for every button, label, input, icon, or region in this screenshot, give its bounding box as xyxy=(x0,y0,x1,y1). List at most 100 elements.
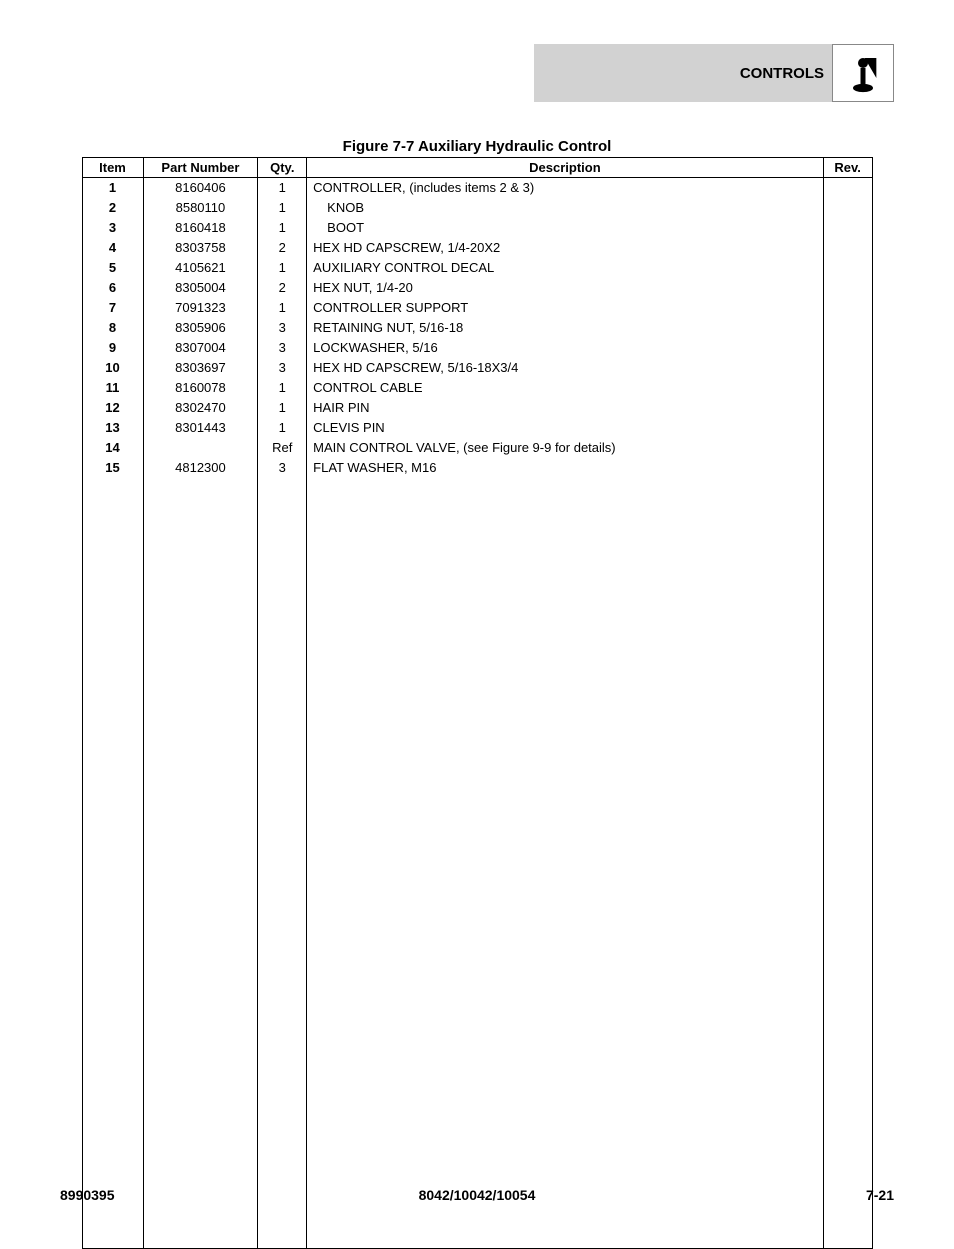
table-row: 1083036973HEX HD CAPSCREW, 5/16-18X3/4 xyxy=(82,358,872,378)
footer-right: 7-21 xyxy=(866,1187,894,1203)
cell-desc: CLEVIS PIN xyxy=(307,418,823,438)
cell-part: 8160418 xyxy=(143,218,258,238)
filler-cell xyxy=(307,478,823,1249)
cell-rev xyxy=(823,278,872,298)
cell-part: 8307004 xyxy=(143,338,258,358)
cell-part: 7091323 xyxy=(143,298,258,318)
cell-qty: 1 xyxy=(258,258,307,278)
table-row: 14 RefMAIN CONTROL VALVE, (see Figure 9-9… xyxy=(82,438,872,458)
cell-desc: LOCKWASHER, 5/16 xyxy=(307,338,823,358)
cell-qty: 3 xyxy=(258,458,307,478)
page-footer: 8990395 8042/10042/10054 7-21 xyxy=(60,1187,894,1203)
cell-qty: 3 xyxy=(258,338,307,358)
cell-part: 4105621 xyxy=(143,258,258,278)
table-filler-row xyxy=(82,478,872,1249)
cell-desc: CONTROL CABLE xyxy=(307,378,823,398)
cell-desc: KNOB xyxy=(307,198,823,218)
table-row: 541056211AUXILIARY CONTROL DECAL xyxy=(82,258,872,278)
cell-qty: 1 xyxy=(258,178,307,198)
cell-item: 3 xyxy=(82,218,143,238)
cell-rev xyxy=(823,458,872,478)
cell-item: 8 xyxy=(82,318,143,338)
cell-part xyxy=(143,438,258,458)
cell-part: 4812300 xyxy=(143,458,258,478)
cell-part: 8303758 xyxy=(143,238,258,258)
cell-item: 9 xyxy=(82,338,143,358)
table-row: 883059063RETAINING NUT, 5/16-18 xyxy=(82,318,872,338)
cell-qty: 2 xyxy=(258,238,307,258)
cell-desc: FLAT WASHER, M16 xyxy=(307,458,823,478)
filler-cell xyxy=(82,478,143,1249)
cell-item: 12 xyxy=(82,398,143,418)
cell-desc: MAIN CONTROL VALVE, (see Figure 9-9 for … xyxy=(307,438,823,458)
cell-item: 11 xyxy=(82,378,143,398)
col-header-part: Part Number xyxy=(143,158,258,178)
cell-part: 8302470 xyxy=(143,398,258,418)
table-row: 1181600781CONTROL CABLE xyxy=(82,378,872,398)
cell-qty: 1 xyxy=(258,378,307,398)
brand-logo-box xyxy=(832,44,894,102)
cell-item: 14 xyxy=(82,438,143,458)
section-header-label: CONTROLS xyxy=(740,65,824,82)
cell-rev xyxy=(823,218,872,238)
cell-rev xyxy=(823,318,872,338)
cell-item: 2 xyxy=(82,198,143,218)
col-header-item: Item xyxy=(82,158,143,178)
cell-part: 8160078 xyxy=(143,378,258,398)
cell-qty: 1 xyxy=(258,198,307,218)
footer-left: 8990395 xyxy=(60,1187,115,1203)
table-header-row: Item Part Number Qty. Description Rev. xyxy=(82,158,872,178)
footer-center: 8042/10042/10054 xyxy=(60,1187,894,1203)
table-row: 1548123003FLAT WASHER, M16 xyxy=(82,458,872,478)
table-row: 181604061CONTROLLER, (includes items 2 &… xyxy=(82,178,872,198)
cell-desc: HEX HD CAPSCREW, 5/16-18X3/4 xyxy=(307,358,823,378)
cell-item: 10 xyxy=(82,358,143,378)
cell-rev xyxy=(823,358,872,378)
cell-rev xyxy=(823,178,872,198)
cell-desc: BOOT xyxy=(307,218,823,238)
col-header-qty: Qty. xyxy=(258,158,307,178)
cell-item: 6 xyxy=(82,278,143,298)
cell-desc: CONTROLLER, (includes items 2 & 3) xyxy=(307,178,823,198)
cell-desc: HEX HD CAPSCREW, 1/4-20X2 xyxy=(307,238,823,258)
table-row: 285801101KNOB xyxy=(82,198,872,218)
cell-rev xyxy=(823,378,872,398)
cell-qty: 1 xyxy=(258,298,307,318)
cell-item: 4 xyxy=(82,238,143,258)
cell-desc: HAIR PIN xyxy=(307,398,823,418)
col-header-rev: Rev. xyxy=(823,158,872,178)
filler-cell xyxy=(823,478,872,1249)
cell-part: 8303697 xyxy=(143,358,258,378)
cell-desc: CONTROLLER SUPPORT xyxy=(307,298,823,318)
cell-item: 7 xyxy=(82,298,143,318)
cell-rev xyxy=(823,418,872,438)
cell-qty: 1 xyxy=(258,418,307,438)
cell-part: 8160406 xyxy=(143,178,258,198)
cell-rev xyxy=(823,398,872,418)
cell-desc: AUXILIARY CONTROL DECAL xyxy=(307,258,823,278)
cell-qty: Ref xyxy=(258,438,307,458)
cell-item: 13 xyxy=(82,418,143,438)
table-row: 770913231CONTROLLER SUPPORT xyxy=(82,298,872,318)
cell-item: 1 xyxy=(82,178,143,198)
cell-part: 8305004 xyxy=(143,278,258,298)
joystick-logo-icon xyxy=(846,53,880,93)
cell-qty: 3 xyxy=(258,358,307,378)
parts-table: Item Part Number Qty. Description Rev. 1… xyxy=(82,157,873,1249)
filler-cell xyxy=(258,478,307,1249)
table-row: 983070043LOCKWASHER, 5/16 xyxy=(82,338,872,358)
table-row: 381604181BOOT xyxy=(82,218,872,238)
cell-qty: 1 xyxy=(258,398,307,418)
cell-rev xyxy=(823,238,872,258)
cell-qty: 3 xyxy=(258,318,307,338)
cell-rev xyxy=(823,298,872,318)
filler-cell xyxy=(143,478,258,1249)
cell-part: 8301443 xyxy=(143,418,258,438)
cell-desc: HEX NUT, 1/4-20 xyxy=(307,278,823,298)
table-row: 1283024701HAIR PIN xyxy=(82,398,872,418)
cell-item: 5 xyxy=(82,258,143,278)
cell-desc: RETAINING NUT, 5/16-18 xyxy=(307,318,823,338)
cell-rev xyxy=(823,338,872,358)
cell-rev xyxy=(823,198,872,218)
figure-title: Figure 7-7 Auxiliary Hydraulic Control xyxy=(60,138,894,155)
